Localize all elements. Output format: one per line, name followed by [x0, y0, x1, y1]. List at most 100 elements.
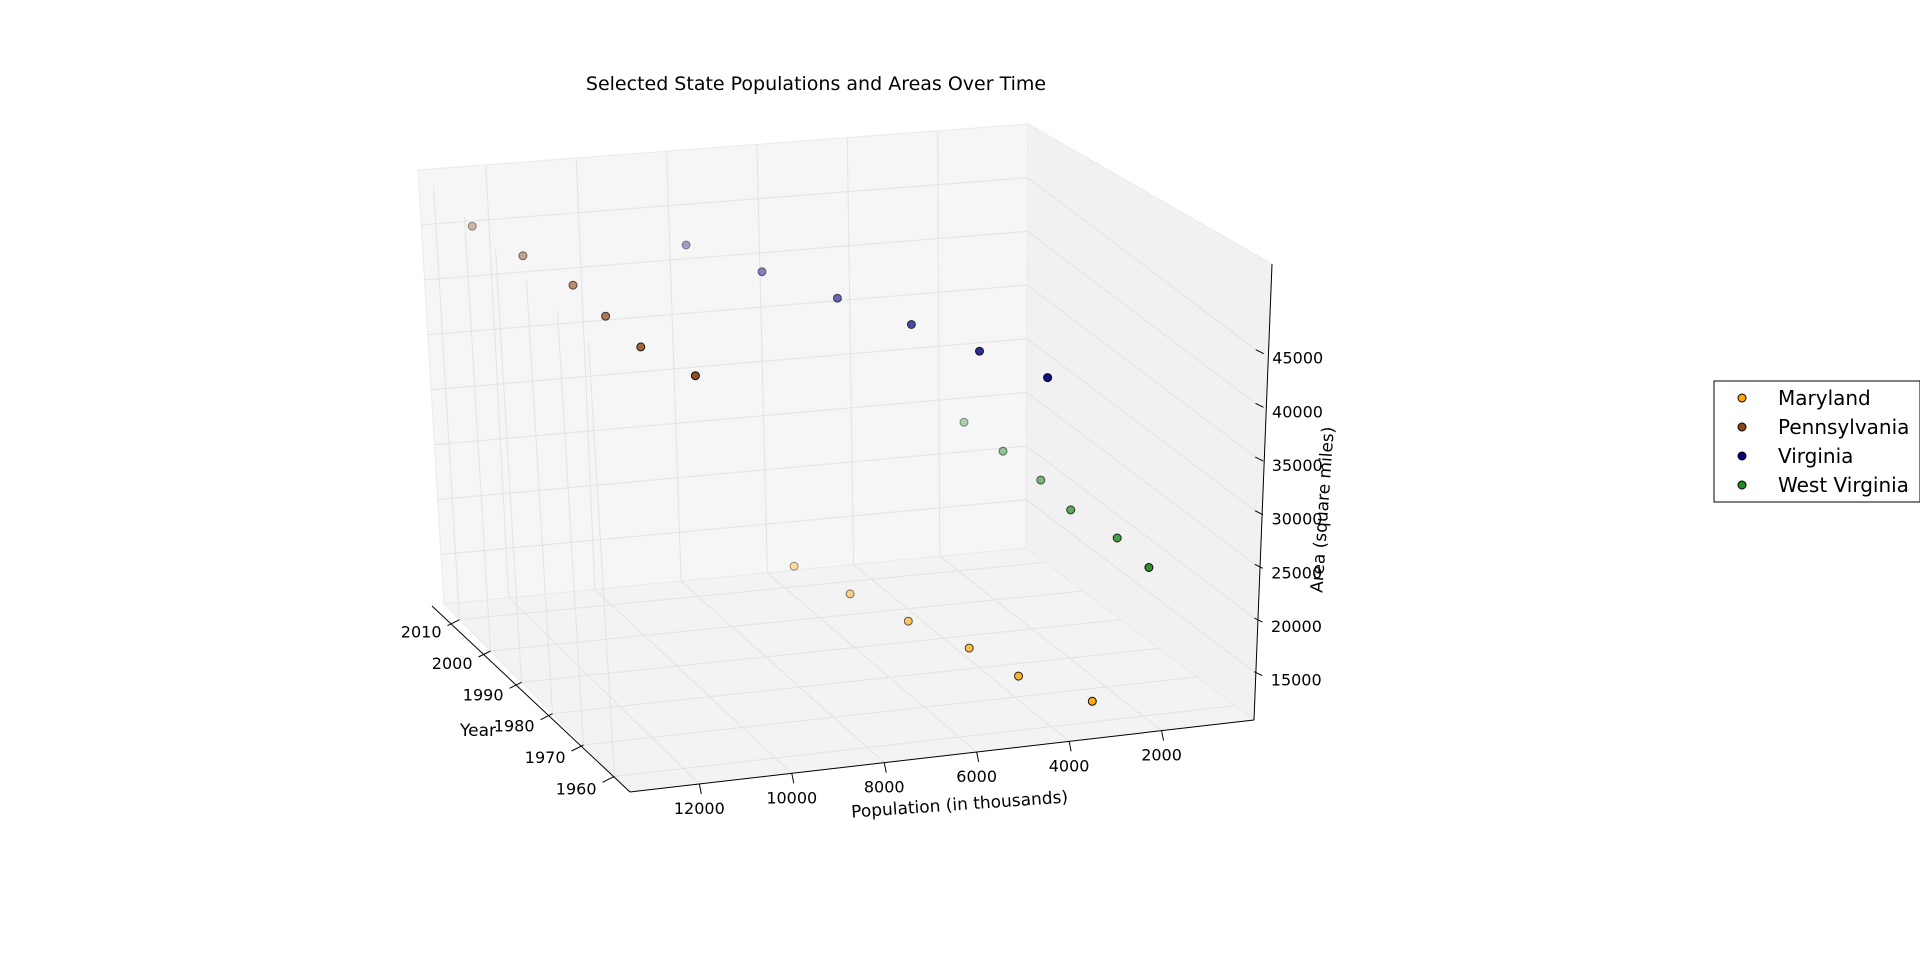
grid-line-x: [526, 279, 553, 714]
z-tick: [1255, 349, 1264, 355]
grid-line-y: [853, 564, 1070, 742]
data-point: [903, 616, 913, 626]
x-tick-label: 1970: [525, 748, 566, 767]
data-point: [906, 320, 916, 329]
y-tick: [1161, 730, 1165, 741]
y-tick-label: 10000: [766, 788, 817, 807]
grid-line-y: [508, 597, 700, 785]
y-tick: [698, 783, 702, 795]
grid-line-z: [424, 230, 1256, 404]
legend-box: [1713, 380, 1920, 503]
y-tick-label: 4000: [1049, 756, 1090, 775]
x-tick: [571, 744, 584, 752]
grid-line-x: [552, 647, 1160, 715]
grid-lines: [421, 130, 1257, 785]
data-point: [998, 446, 1008, 456]
y-axis-line: [629, 719, 1255, 793]
grid-line-x: [490, 590, 1084, 652]
x-tick-label: 1960: [556, 779, 597, 798]
grid-line-x: [588, 342, 615, 777]
grid-line-x: [495, 248, 522, 683]
z-tick: [1254, 617, 1263, 623]
x-tick-label: 2000: [432, 654, 473, 673]
y-tick-label: 8000: [864, 778, 905, 797]
data-point: [568, 280, 578, 290]
data-point: [518, 251, 528, 261]
data-point: [1036, 475, 1046, 485]
x-axis-label: Year: [459, 721, 496, 741]
y-tick: [791, 773, 795, 784]
data-point: [832, 293, 842, 303]
grid-line-y: [575, 158, 596, 590]
z-tick: [1255, 402, 1264, 408]
data-point: [845, 589, 855, 599]
grid-line-x: [557, 310, 584, 746]
legend-marker: [1737, 451, 1747, 461]
data-point: [681, 240, 691, 250]
x-axis-line: [431, 605, 631, 793]
data-point: [1014, 671, 1023, 681]
grid-line-z: [434, 391, 1256, 565]
grid-line-z: [431, 338, 1256, 512]
data-points: [467, 221, 1154, 706]
x-tick: [602, 775, 615, 783]
y-tick-label: 12000: [674, 799, 725, 818]
x-tick: [540, 713, 553, 721]
legend: Maryland Pennsylvania Virginia West Virgini…: [1713, 380, 1920, 503]
data-point: [1112, 533, 1122, 543]
x-tick-label: 2010: [401, 623, 442, 642]
grid-line-y: [846, 137, 855, 565]
legend-marker: [1737, 393, 1747, 403]
data-point: [1144, 563, 1154, 572]
data-point: [636, 342, 646, 352]
grid-line-x: [614, 705, 1236, 777]
data-point: [975, 346, 984, 356]
y-tick: [1068, 741, 1072, 752]
legend-label: Pennsylvania: [1778, 415, 1909, 439]
x-tick: [509, 681, 522, 689]
z-tick-label: 30000: [1272, 510, 1323, 529]
data-point: [1087, 696, 1097, 706]
z-tick-label: 45000: [1272, 349, 1323, 368]
data-point: [690, 371, 700, 381]
legend-label: Maryland: [1778, 386, 1871, 410]
grid-line-z: [427, 284, 1256, 458]
grid-line-z: [437, 445, 1255, 619]
data-point: [1066, 505, 1076, 515]
data-point: [601, 311, 611, 321]
data-point: [757, 267, 767, 277]
data-point: [964, 643, 974, 653]
data-point: [467, 221, 477, 231]
z-tick: [1254, 563, 1263, 569]
grid-line-z: [440, 499, 1255, 673]
z-tick-label: 35000: [1272, 456, 1323, 475]
y-tick: [883, 762, 887, 773]
grid-line-y: [594, 589, 793, 774]
grid-line-y: [756, 144, 768, 573]
grid-line-y: [666, 151, 682, 582]
grid-line-x: [464, 216, 491, 652]
y-tick: [976, 751, 980, 763]
x-tick: [447, 619, 460, 627]
legend-marker: [1737, 480, 1747, 490]
data-point: [1043, 373, 1053, 383]
data-point: [959, 417, 969, 427]
z-tick-label: 25000: [1271, 563, 1322, 582]
x-tick-label: 1990: [463, 685, 504, 704]
grid-line-x: [521, 619, 1122, 683]
legend-marker: [1737, 422, 1747, 432]
grid-line-z: [421, 177, 1257, 351]
y-tick-label: 6000: [956, 767, 997, 786]
grid-line-y: [937, 130, 941, 557]
z-tick: [1255, 456, 1264, 462]
z-axis-line: [1253, 263, 1273, 721]
data-point: [789, 561, 799, 571]
grid-line-x: [459, 561, 1046, 621]
grid-line-y: [485, 164, 510, 598]
grid-line-y: [680, 580, 885, 764]
z-tick-label: 20000: [1271, 617, 1322, 636]
grid-line-y: [939, 555, 1162, 732]
pane-back: [417, 123, 1029, 605]
grid-line-y: [767, 572, 977, 753]
